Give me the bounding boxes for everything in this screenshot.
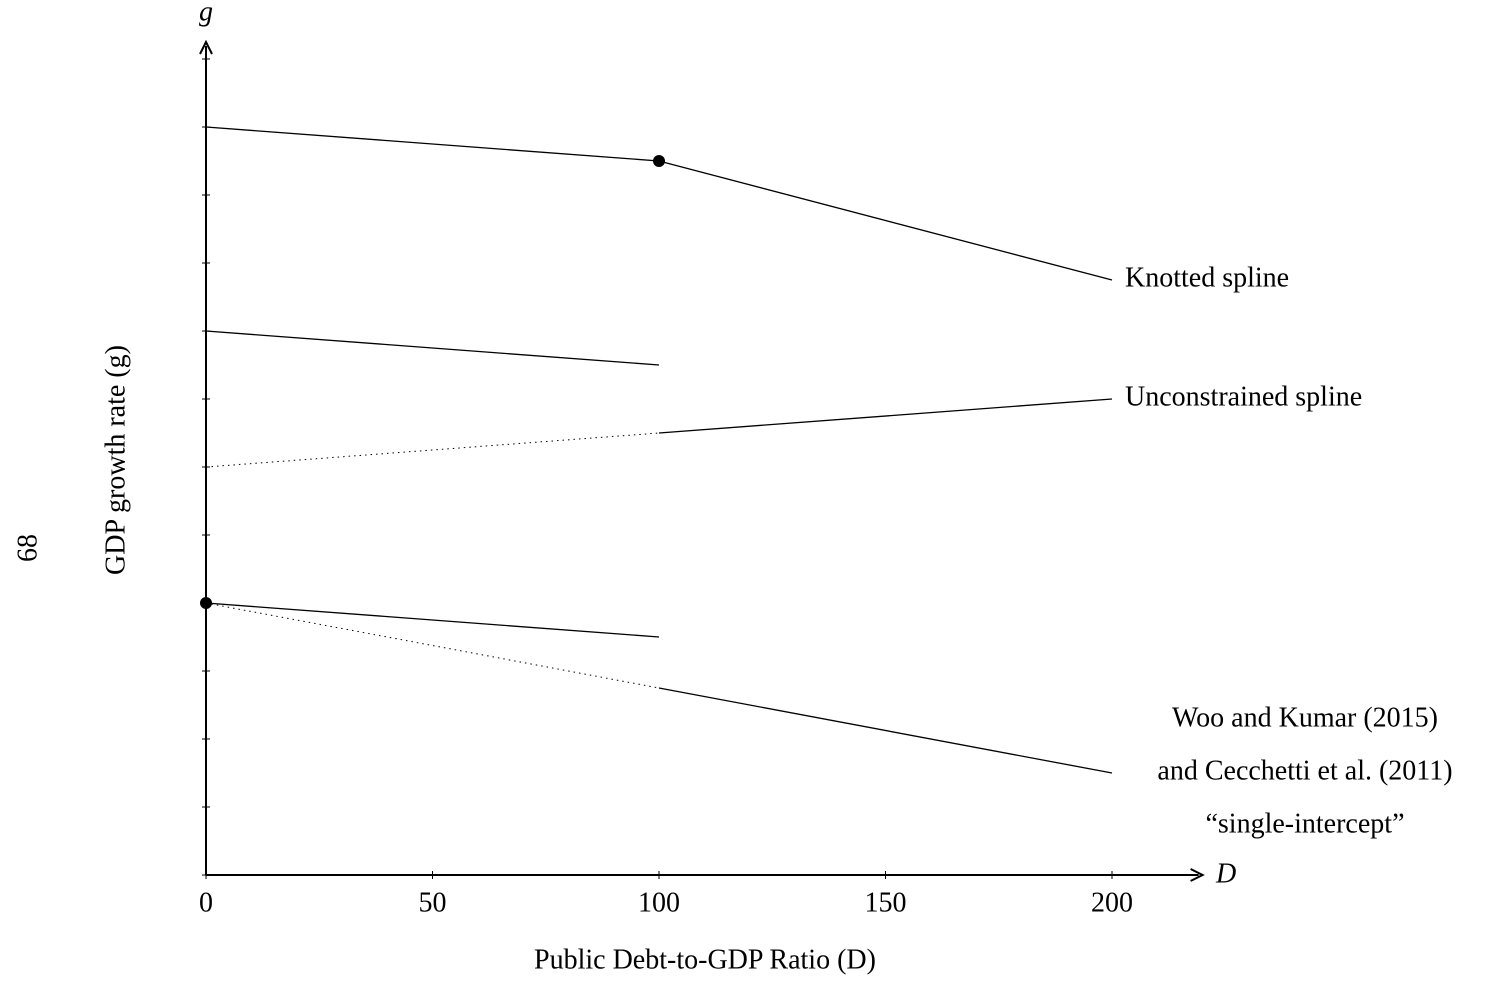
series-line <box>658 398 1113 434</box>
page-number: 68 <box>12 534 43 562</box>
x-tick-label: 150 <box>865 887 907 918</box>
series-line <box>205 330 660 366</box>
series-line <box>205 602 660 689</box>
x-axis-arrow <box>1190 868 1205 882</box>
series-label: Woo and Kumar (2015) <box>1172 702 1438 733</box>
y-axis-end-label: g <box>199 0 213 27</box>
series-label: “single-intercept” <box>1205 808 1404 839</box>
series-label: Unconstrained spline <box>1125 381 1362 412</box>
series-line <box>205 126 1113 281</box>
knot-marker <box>653 155 665 167</box>
series-label: Knotted spline <box>1125 262 1289 293</box>
series-line <box>205 432 660 468</box>
x-tick-label: 200 <box>1091 887 1133 918</box>
x-axis-end-label: D <box>1215 858 1236 889</box>
x-axis-label: Public Debt-to-GDP Ratio (D) <box>534 944 876 975</box>
x-tick-label: 100 <box>638 887 680 918</box>
series-line <box>658 687 1113 774</box>
y-axis-arrow <box>199 39 213 55</box>
x-tick-label: 50 <box>419 887 447 918</box>
series-line <box>205 602 660 638</box>
y-axis-label: GDP growth rate (g) <box>100 345 131 575</box>
series-label: and Cecchetti et al. (2011) <box>1157 755 1452 786</box>
x-tick-label: 0 <box>199 887 213 918</box>
